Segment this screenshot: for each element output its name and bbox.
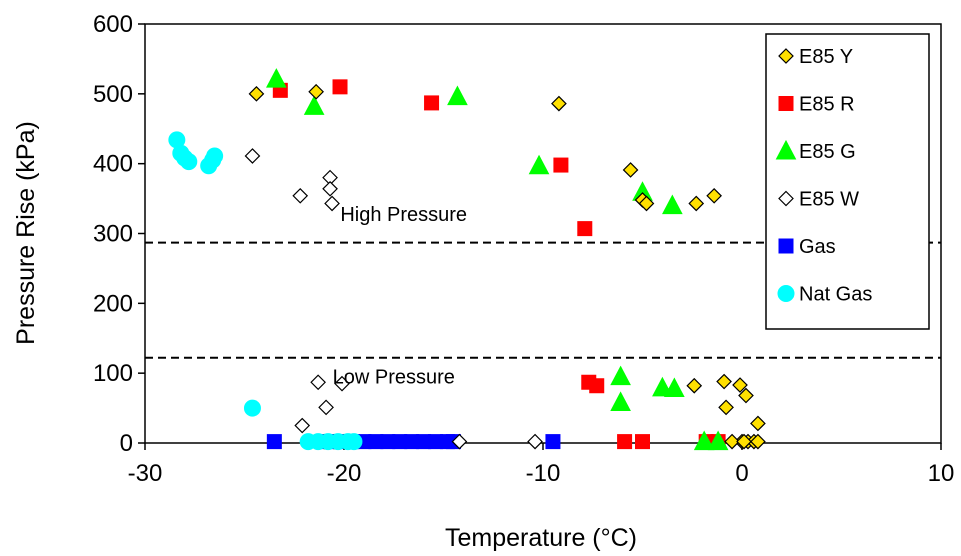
- point-e85-g: [303, 95, 325, 115]
- point-e85-w: [324, 195, 340, 212]
- series-e85-y: [248, 83, 766, 450]
- legend-label-e85-g: E85 G: [799, 141, 856, 163]
- x-tick-label: -30: [128, 460, 163, 487]
- x-tick-label: -10: [526, 460, 561, 487]
- point-e85-g: [664, 377, 685, 398]
- point-e85-y: [716, 373, 732, 390]
- annotation-1: High Pressure: [340, 204, 467, 226]
- legend-label-gas: Gas: [799, 236, 836, 258]
- legend: E85 Y E85 R E85 G E85 W Gas Nat Gas: [765, 33, 930, 330]
- ticks-layer: 0 100 200 300 400 500 600 -30 -20 -10 0 10: [93, 11, 954, 487]
- y-tick-label: 600: [93, 11, 133, 38]
- point-e85-r: [577, 221, 593, 237]
- point-e85-r: [617, 434, 633, 450]
- point-e85-y: [750, 415, 766, 432]
- point-e85-w: [322, 180, 338, 197]
- legend-label-e85-y: E85 Y: [799, 46, 853, 68]
- legend-box: [765, 33, 930, 330]
- legend-label-e85-w: E85 W: [799, 189, 859, 211]
- legend-label-e85-r: E85 R: [799, 94, 855, 116]
- point-e85-w: [294, 417, 311, 434]
- point-nat-gas: [345, 433, 363, 451]
- point-e85-w: [310, 374, 326, 391]
- y-tick-label: 0: [120, 430, 133, 457]
- point-e85-y: [686, 377, 703, 394]
- point-e85-y: [718, 399, 734, 416]
- legend-marker-e85-y: [778, 48, 794, 64]
- point-nat-gas: [206, 147, 224, 165]
- y-tick-label: 100: [93, 360, 133, 387]
- x-tick-label: 0: [735, 460, 748, 487]
- point-gas: [545, 434, 561, 450]
- point-e85-g: [266, 68, 287, 88]
- y-axis-title: Pressure Rise (kPa): [12, 121, 40, 345]
- point-e85-y: [551, 95, 567, 112]
- point-e85-g: [693, 430, 715, 451]
- y-tick-label: 500: [93, 81, 133, 108]
- point-e85-g: [528, 154, 550, 175]
- x-tick-label: -20: [327, 460, 362, 487]
- point-gas: [266, 434, 282, 450]
- point-e85-g: [610, 365, 631, 386]
- point-e85-y: [736, 433, 752, 450]
- legend-marker-nat-gas: [777, 285, 795, 302]
- point-e85-y: [724, 433, 740, 450]
- annotation-2: Low Pressure: [333, 367, 455, 389]
- point-e85-y: [732, 377, 748, 393]
- point-e85-g: [447, 85, 468, 106]
- point-e85-g: [662, 194, 683, 215]
- point-e85-w: [451, 433, 468, 450]
- legend-marker-e85-w: [778, 190, 794, 207]
- point-nat-gas: [243, 399, 261, 417]
- point-e85-y: [750, 433, 766, 450]
- point-e85-y: [706, 187, 722, 204]
- legend-label-nat-gas: Nat Gas: [799, 284, 872, 306]
- legend-marker-gas: [778, 238, 794, 254]
- point-e85-g: [707, 430, 729, 451]
- series-e85-g: [266, 68, 729, 451]
- legend-marker-e85-g: [775, 139, 797, 160]
- x-tick-label: 10: [928, 460, 955, 487]
- point-e85-w: [292, 187, 309, 204]
- point-e85-y: [688, 195, 705, 212]
- y-tick-label: 300: [93, 221, 133, 248]
- series-e85-r: [272, 79, 726, 450]
- point-e85-r: [332, 79, 348, 95]
- marks-layer: [168, 68, 766, 451]
- point-e85-y: [638, 195, 655, 212]
- series-nat-gas: [168, 131, 363, 451]
- point-e85-r: [424, 95, 440, 111]
- legend-marker-e85-r: [778, 96, 794, 111]
- point-e85-w: [318, 399, 334, 416]
- point-e85-y: [248, 85, 265, 102]
- point-e85-w: [244, 148, 261, 164]
- point-e85-r: [635, 434, 650, 450]
- point-e85-g: [610, 391, 631, 411]
- y-tick-label: 400: [93, 151, 133, 178]
- point-e85-y: [622, 162, 639, 178]
- x-axis-title: Temperature (°C): [445, 524, 637, 552]
- y-tick-label: 200: [93, 290, 133, 317]
- point-e85-r: [589, 378, 605, 394]
- point-e85-y: [308, 83, 324, 100]
- point-e85-r: [553, 157, 569, 173]
- annotations: High Pressure Low Pressure: [333, 204, 467, 389]
- point-nat-gas: [180, 153, 198, 171]
- point-e85-w: [334, 375, 350, 392]
- point-e85-y: [738, 387, 754, 404]
- point-e85-w: [527, 433, 543, 450]
